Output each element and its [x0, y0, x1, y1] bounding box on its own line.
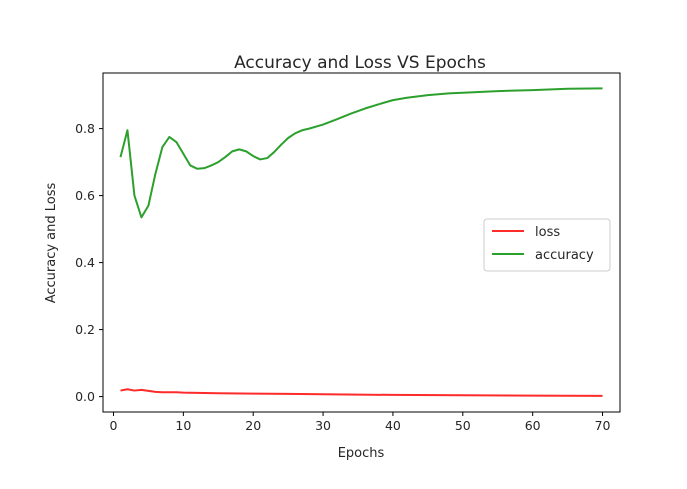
x-tick-label: 60: [525, 418, 541, 433]
y-tick-label: 0.6: [75, 188, 95, 203]
x-axis-ticks: 0 10 20 30 40 50 60 70: [110, 412, 611, 433]
chart-title: Accuracy and Loss VS Epochs: [234, 53, 486, 73]
y-tick-label: 0.2: [75, 322, 95, 337]
y-tick-label: 0.0: [75, 389, 95, 404]
x-tick-label: 10: [175, 418, 191, 433]
x-tick-label: 70: [595, 418, 611, 433]
x-tick-label: 50: [455, 418, 471, 433]
y-tick-label: 0.4: [75, 255, 95, 270]
legend-label-loss: loss: [535, 225, 560, 240]
x-tick-label: 0: [110, 418, 118, 433]
series-layer: [119, 87, 603, 397]
series-line-loss: [120, 388, 603, 397]
x-axis-label: Epochs: [338, 446, 385, 461]
x-tick-label: 20: [245, 418, 261, 433]
legend-label-accuracy: accuracy: [535, 248, 594, 263]
x-tick-label: 40: [385, 418, 401, 433]
y-axis-ticks: 0.0 0.2 0.4 0.6 0.8: [75, 121, 103, 404]
y-tick-label: 0.8: [75, 121, 95, 136]
y-axis-label: Accuracy and Loss: [44, 182, 59, 303]
legend: loss accuracy: [483, 218, 611, 272]
series-line-accuracy: [119, 87, 603, 219]
plot-area: [102, 72, 621, 413]
x-tick-label: 30: [315, 418, 331, 433]
